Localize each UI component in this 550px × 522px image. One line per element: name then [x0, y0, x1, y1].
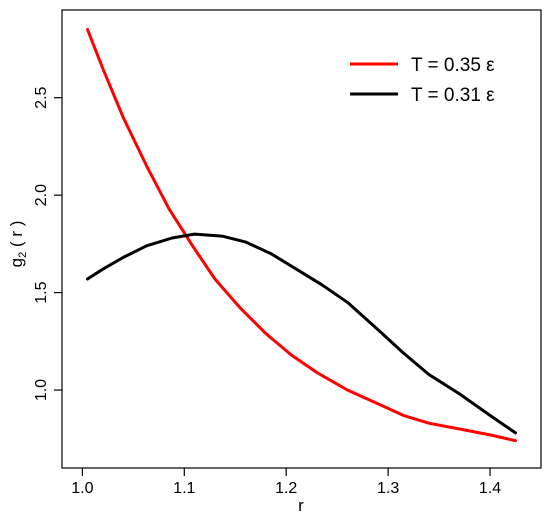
y-axis-label-main: g [7, 258, 26, 267]
y-tick-label: 2.0 [33, 184, 50, 206]
y-tick-label: 2.5 [33, 86, 50, 108]
x-tick-label: 1.2 [275, 480, 297, 497]
series-line-1 [86, 28, 517, 443]
x-tick-label: 1.1 [173, 480, 195, 497]
y-tick-label: 1.5 [33, 281, 50, 303]
y-axis-ticks: 1.0 1.5 2.0 2.5 [33, 86, 62, 401]
y-axis-label-subscript: 2 [17, 252, 29, 258]
legend-label-2: T = 0.31 ε [411, 85, 495, 106]
x-axis-label: r [298, 496, 304, 515]
x-tick-label: 1.0 [71, 480, 93, 497]
x-tick-label: 1.4 [479, 480, 501, 497]
legend: T = 0.35 ε T = 0.31 ε [350, 55, 495, 106]
y-axis-label-rest: ( r ) [7, 221, 26, 252]
series-layer [86, 28, 517, 443]
x-axis-ticks: 1.0 1.1 1.2 1.3 1.4 [71, 468, 501, 497]
y-tick-label: 1.0 [33, 379, 50, 401]
legend-label-1: T = 0.35 ε [411, 55, 495, 76]
plot-frame [61, 9, 542, 469]
y-axis-label: g2 ( r ) [7, 221, 29, 268]
x-tick-label: 1.3 [377, 480, 399, 497]
series-line-2 [86, 232, 517, 435]
